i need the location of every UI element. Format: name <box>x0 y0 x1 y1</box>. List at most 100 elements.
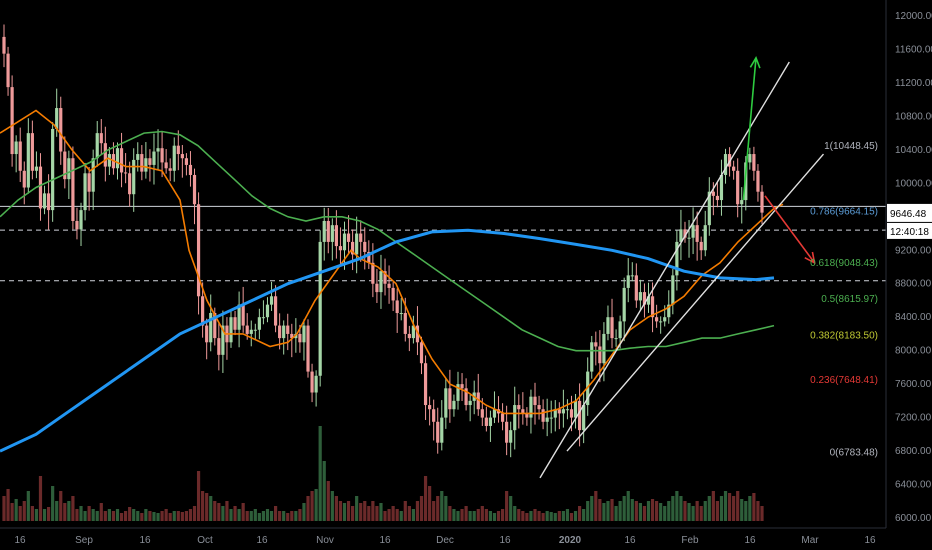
volume-bar <box>468 511 472 521</box>
volume-bar <box>488 511 493 521</box>
volume-bar <box>509 496 513 521</box>
volume-bar <box>144 509 148 521</box>
candle-body <box>488 417 493 426</box>
volume-bar <box>505 491 509 521</box>
volume-bar <box>711 491 715 521</box>
candle-body <box>638 292 642 301</box>
volume-bar <box>46 507 51 521</box>
candle-body <box>188 164 193 175</box>
volume-bar <box>217 503 221 521</box>
candle-body <box>233 317 237 330</box>
volume-bar <box>614 506 618 521</box>
volume-bar <box>188 509 193 521</box>
candle-body <box>290 333 294 339</box>
volume-bar <box>675 491 679 521</box>
candle-body <box>371 262 375 284</box>
candle-body <box>740 200 744 205</box>
candle-body <box>22 170 26 188</box>
volume-bar <box>545 511 549 521</box>
volume-bar <box>618 501 622 521</box>
volume-bar <box>201 491 205 521</box>
volume-bar <box>18 506 22 521</box>
candle-body <box>156 148 160 152</box>
y-tick-label: 10400.00 <box>895 145 932 156</box>
volume-bar <box>679 496 683 521</box>
volume-bar <box>456 511 460 521</box>
candle-body <box>505 421 509 443</box>
candle-body <box>383 271 387 284</box>
volume-bar <box>245 511 249 521</box>
volume-bar <box>687 503 691 521</box>
candle-body <box>253 329 257 331</box>
volume-bar <box>432 501 436 521</box>
volume-bar <box>387 509 391 521</box>
x-tick-label: 16 <box>14 535 26 546</box>
fib-level-label: 0(6783.48) <box>830 447 878 458</box>
volume-bar <box>269 511 274 521</box>
volume-bar <box>744 501 748 521</box>
volume-bar <box>642 506 647 521</box>
volume-bar <box>140 513 144 521</box>
volume-bar <box>423 476 428 521</box>
volume-bar <box>395 509 399 521</box>
volume-bar <box>484 509 488 521</box>
projection-arrow-head <box>749 56 761 69</box>
volume-bar <box>350 506 355 521</box>
candle-body <box>282 325 286 339</box>
y-tick-label: 11200.00 <box>895 78 932 89</box>
x-tick-label: 16 <box>864 535 876 546</box>
volume-bar <box>314 489 318 521</box>
volume-bar <box>128 507 132 521</box>
volume-bar <box>719 496 724 521</box>
x-tick-label: Nov <box>316 535 334 546</box>
y-tick-label: 9200.00 <box>895 245 932 256</box>
volume-bar <box>565 509 570 521</box>
volume-bar <box>650 499 655 521</box>
volume-bar <box>59 491 63 521</box>
volume-bar <box>723 491 728 521</box>
volume-bar <box>533 509 537 521</box>
candle-body <box>391 287 395 301</box>
candle-body <box>707 191 711 226</box>
candle-body <box>136 154 140 160</box>
volume-bar <box>286 513 290 521</box>
volume-bar <box>594 491 598 521</box>
candle-body <box>549 417 553 419</box>
candle-body <box>655 317 659 322</box>
volume-bar <box>22 501 26 521</box>
volume-bar <box>415 501 420 521</box>
candle-body <box>760 191 764 213</box>
volume-bar <box>6 489 10 521</box>
candle-body <box>557 409 561 414</box>
candle-body <box>521 409 525 414</box>
candle-body <box>407 333 411 339</box>
fib-level-label: 1(10448.45) <box>824 141 878 152</box>
candle-body <box>67 158 71 180</box>
current-price-tag: 9646.48 12:40:18 <box>887 203 932 239</box>
x-tick-label: 2020 <box>559 535 582 546</box>
candle-body <box>152 151 156 165</box>
y-tick-label: 8800.00 <box>895 279 932 290</box>
volume-bar <box>391 506 395 521</box>
x-tick-label: 16 <box>624 535 636 546</box>
candle-body <box>456 384 460 401</box>
volume-bar <box>529 511 533 521</box>
candle-body <box>164 162 168 169</box>
volume-bar <box>282 511 286 521</box>
candle-body <box>582 405 586 431</box>
volume-bar <box>322 461 326 521</box>
candle-body <box>509 430 513 443</box>
candle-body <box>537 405 541 410</box>
candle-body <box>107 154 111 167</box>
volume-bar <box>699 506 703 521</box>
volume-bar <box>168 513 172 521</box>
candle-body <box>748 154 752 163</box>
volume-bar <box>602 503 606 521</box>
candle-body <box>492 409 497 418</box>
volume-bar <box>38 476 43 521</box>
volume-bar <box>630 499 634 521</box>
volume-bar <box>180 512 184 521</box>
candle-body <box>75 220 79 230</box>
candle-body <box>95 133 99 159</box>
